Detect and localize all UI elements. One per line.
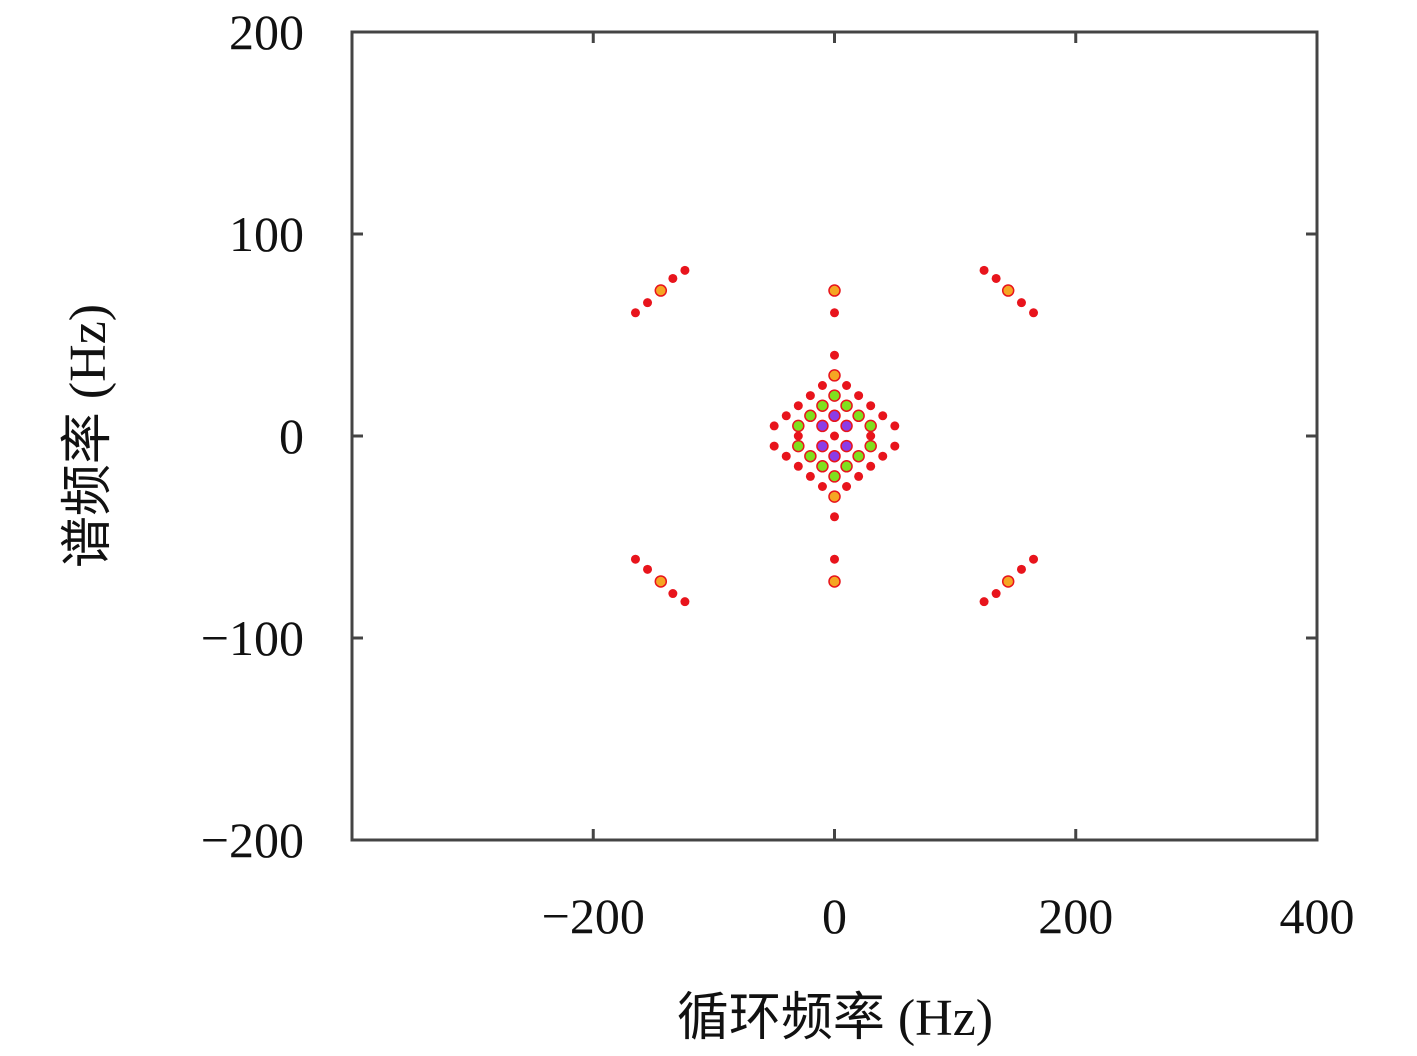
point (828, 369, 841, 382)
point (864, 439, 877, 453)
point (878, 451, 888, 461)
point (668, 589, 678, 599)
point (842, 381, 852, 390)
point (793, 431, 803, 441)
point (1016, 564, 1026, 574)
point (828, 490, 841, 503)
point (1001, 575, 1015, 588)
point (793, 401, 803, 411)
point (830, 554, 839, 564)
point (866, 401, 876, 411)
point (991, 273, 1001, 283)
point (680, 597, 690, 607)
point (630, 308, 640, 318)
point (852, 449, 865, 463)
x-axis-label: 循环频率 (Hz) (677, 990, 993, 1047)
point (840, 399, 853, 412)
point (643, 564, 653, 574)
point (816, 419, 829, 433)
point (828, 409, 841, 423)
point (792, 439, 805, 453)
point (816, 439, 829, 453)
point (854, 391, 864, 401)
point (840, 419, 853, 433)
point (816, 460, 829, 473)
x-tick-label: 0 (822, 888, 847, 944)
point (842, 482, 852, 491)
point (830, 512, 839, 522)
point (1029, 308, 1039, 318)
point (840, 439, 853, 453)
point (830, 350, 839, 360)
point (854, 471, 864, 481)
x-tick-label: −200 (542, 888, 645, 944)
point (654, 575, 668, 588)
point (781, 451, 791, 461)
point (781, 411, 791, 421)
point (828, 449, 841, 463)
point (828, 575, 841, 588)
point (828, 284, 841, 297)
point (828, 389, 841, 402)
point (840, 460, 853, 473)
point (804, 449, 817, 463)
point (817, 381, 827, 390)
point (830, 308, 839, 318)
y-tick-label: 100 (229, 206, 304, 262)
point (979, 597, 989, 607)
point (852, 409, 865, 423)
plot-frame (350, 30, 1319, 842)
point (668, 273, 678, 283)
point (1001, 284, 1015, 297)
point (878, 411, 888, 421)
x-tick-label: 400 (1280, 888, 1355, 944)
point (654, 284, 668, 297)
point (828, 470, 841, 483)
y-tick-label: −200 (201, 812, 304, 868)
point (890, 421, 900, 431)
x-tick-label: 200 (1038, 888, 1113, 944)
point (991, 589, 1001, 599)
point (817, 482, 827, 491)
point (1029, 554, 1039, 564)
point (866, 461, 876, 471)
y-tick-label: −100 (201, 610, 304, 666)
y-axis-label: 谱频率 (Hz) (60, 304, 117, 568)
point (769, 421, 779, 431)
point (890, 441, 900, 451)
point (793, 461, 803, 471)
point (630, 554, 640, 564)
point (830, 431, 839, 441)
point (816, 399, 829, 412)
point (805, 471, 815, 481)
point (769, 441, 779, 451)
point (804, 409, 817, 423)
point (866, 431, 876, 441)
y-tick-label: 0 (279, 408, 304, 464)
point (1016, 298, 1026, 308)
point (643, 298, 653, 308)
y-tick-label: 200 (229, 4, 304, 60)
point (805, 391, 815, 401)
point (792, 419, 805, 433)
point (864, 419, 877, 433)
point (979, 265, 989, 275)
point (680, 265, 690, 275)
